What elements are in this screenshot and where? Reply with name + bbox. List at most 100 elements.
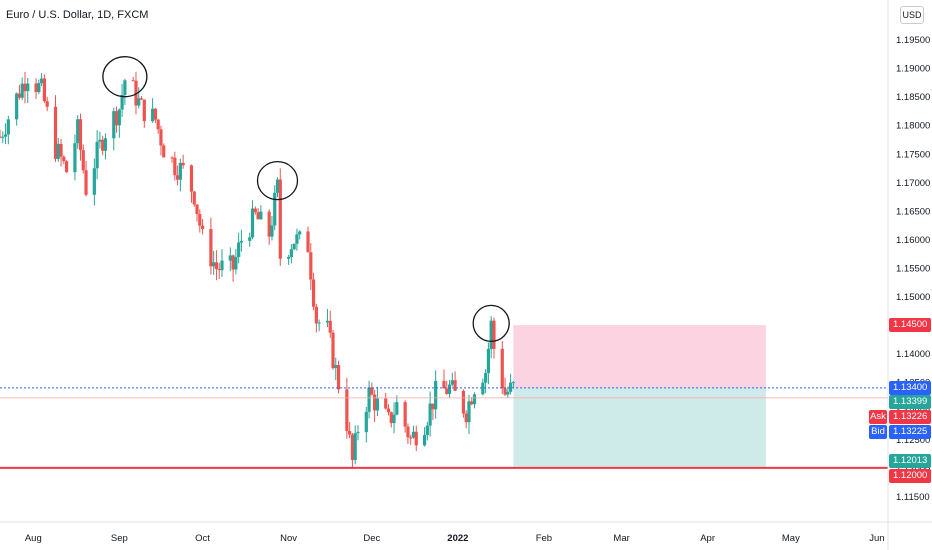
price-tick-label: 1.12500 — [896, 435, 930, 446]
price-tick-label: 1.17000 — [896, 178, 930, 189]
candle-body — [0, 136, 2, 138]
candle-body — [425, 425, 429, 435]
candle-body — [1, 136, 5, 138]
candle-body — [314, 306, 318, 324]
annotations — [102, 56, 510, 343]
candle-body — [270, 225, 274, 237]
candle-body — [101, 139, 105, 151]
candle-body — [500, 348, 504, 389]
candle-body — [56, 143, 60, 159]
candle-body — [217, 269, 221, 271]
candle-body — [406, 426, 410, 438]
candle-body — [95, 141, 99, 169]
candle-body — [156, 119, 160, 130]
candle-body — [492, 320, 496, 349]
candle-body — [489, 320, 493, 349]
candle-body — [76, 119, 80, 144]
candle-body — [220, 260, 224, 271]
time-axis[interactable]: Aug Sep Oct Nov Dec 2022 Feb Mar Apr May Jun — [25, 533, 885, 544]
candle-body — [331, 332, 335, 369]
time-tick-label: Nov — [280, 533, 297, 544]
candle-body — [42, 78, 46, 102]
candle-body — [214, 262, 219, 270]
candle-body — [336, 365, 341, 390]
time-tick-label: Sep — [111, 533, 128, 544]
candle-body — [198, 214, 202, 226]
annotation-circle — [256, 160, 299, 201]
candle-body — [231, 255, 235, 270]
candle-body — [311, 279, 316, 307]
candle-body — [486, 348, 490, 374]
candle-body — [228, 255, 232, 261]
candle-body — [364, 411, 368, 433]
target-zone — [513, 325, 766, 388]
candle-body — [23, 83, 27, 92]
candle-body — [6, 119, 10, 135]
time-tick-label: Oct — [195, 533, 210, 544]
currency-button[interactable]: USD — [900, 6, 924, 24]
candle-body — [256, 212, 260, 220]
candle-body — [237, 242, 241, 258]
price-tick-label: 1.16500 — [896, 206, 930, 217]
price-tag-bid: 1.13225 — [889, 424, 932, 439]
candle-body — [84, 170, 88, 195]
price-tick-label: 1.15000 — [896, 292, 930, 303]
price-tag-support: 1.12000 — [889, 468, 932, 483]
price-axis[interactable]: 1.19500 1.19000 1.18500 1.18000 1.17500 1.170… — [896, 35, 930, 503]
candle-body — [325, 320, 330, 323]
candle-body — [511, 382, 515, 384]
candle-body — [20, 83, 24, 98]
candle-body — [153, 108, 157, 120]
candle-body — [3, 134, 8, 137]
candle-body — [173, 157, 177, 176]
time-tick-label: Feb — [536, 533, 552, 544]
horizontal-lines — [0, 387, 888, 469]
candle-body — [267, 211, 271, 237]
time-tick-label: Aug — [25, 533, 42, 544]
candle-body — [328, 320, 332, 333]
candle-body — [40, 78, 44, 84]
candle-body — [428, 403, 432, 426]
price-tick-label: 1.15500 — [896, 263, 930, 274]
candle-body — [461, 390, 466, 414]
candle-body — [334, 365, 338, 369]
candle-body — [189, 165, 194, 192]
ask-label: Ask — [869, 409, 887, 424]
bid-label: Bid — [869, 424, 887, 439]
candle-body — [484, 373, 488, 383]
price-tick-label: 1.18000 — [896, 121, 930, 132]
candle-body — [195, 204, 199, 215]
candle-body — [139, 98, 144, 100]
candle-body — [162, 145, 166, 158]
candle-body — [117, 109, 121, 126]
price-tick-label: 1.18500 — [896, 92, 930, 103]
candle-body — [481, 382, 485, 395]
time-tick-label: Apr — [700, 533, 715, 544]
candle-body — [350, 434, 355, 460]
candle-body — [200, 225, 205, 230]
candle-body — [234, 257, 238, 270]
candle-body — [151, 108, 155, 122]
plot-area[interactable] — [0, 0, 888, 522]
price-tag-target: 1.14500 — [889, 318, 932, 333]
price-tick-label: 1.14000 — [896, 349, 930, 360]
candle-body — [212, 262, 216, 267]
candle-body — [289, 249, 293, 257]
candle-body — [356, 432, 360, 434]
candle-body — [348, 430, 352, 435]
candle-body — [103, 138, 108, 151]
candle-body — [467, 401, 471, 423]
time-tick-label: Mar — [613, 533, 629, 544]
candle-body — [422, 434, 427, 446]
candle-body — [287, 256, 291, 259]
position-tool[interactable] — [513, 325, 766, 468]
price-tag-ask: 1.13226 — [889, 409, 932, 424]
candle-body — [176, 175, 180, 180]
time-tick-label: Dec — [363, 533, 380, 544]
candle-body — [506, 391, 510, 395]
candle-body — [345, 389, 349, 431]
candle-body — [275, 179, 280, 193]
candle-body — [98, 139, 102, 142]
candle-body — [409, 437, 413, 439]
